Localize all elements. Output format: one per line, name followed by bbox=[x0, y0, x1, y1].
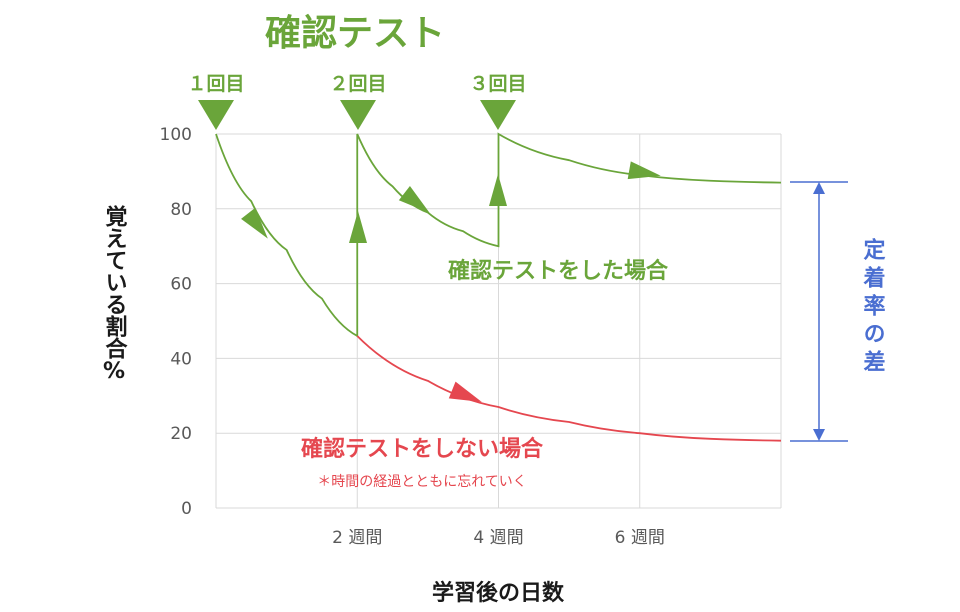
x-tick-label: 2 週間 bbox=[332, 528, 382, 548]
jump-arrow-2-icon bbox=[489, 174, 507, 206]
y-tick-label: 60 bbox=[170, 275, 192, 295]
x-tick-label: 4 週間 bbox=[473, 528, 523, 548]
diff-up-arrow-icon bbox=[813, 182, 825, 194]
test-label-3: ３回目 bbox=[469, 73, 526, 95]
y-axis-label: 覚えている割合% bbox=[102, 204, 128, 384]
x-tick-labels: 2 週間 4 週間 6 週間 bbox=[332, 528, 665, 548]
diff-down-arrow-icon bbox=[813, 429, 825, 441]
jump-arrow-1-icon bbox=[349, 211, 367, 243]
diff-label: 定着率の差 bbox=[860, 237, 887, 378]
chart-title: 確認テスト bbox=[265, 13, 445, 54]
curve-arrow-red-icon bbox=[448, 381, 482, 402]
test-label-2: ２回目 bbox=[329, 73, 386, 95]
y-tick-labels: 0 20 40 60 80 100 bbox=[160, 125, 192, 519]
test-marker-3-icon bbox=[480, 100, 516, 130]
x-axis-label: 学習後の日数 bbox=[432, 580, 565, 606]
y-tick-label: 20 bbox=[170, 424, 192, 444]
series-line-red bbox=[356, 335, 782, 442]
retention-diff-indicator bbox=[790, 181, 848, 442]
y-tick-label: 100 bbox=[160, 125, 192, 145]
test-label-1: １回目 bbox=[187, 73, 244, 95]
test-marker-2-icon bbox=[340, 100, 376, 130]
red-series-note: ＊時間の経過とともに忘れていく bbox=[317, 474, 527, 490]
curve-arrow-3-icon bbox=[627, 161, 661, 180]
test-marker-1-icon bbox=[198, 100, 234, 130]
x-tick-label: 6 週間 bbox=[615, 528, 665, 548]
green-series-label: 確認テストをした場合 bbox=[448, 258, 669, 284]
curve-arrow-1-icon bbox=[241, 207, 268, 239]
red-series-label: 確認テストをしない場合 bbox=[301, 436, 544, 462]
y-tick-label: 80 bbox=[170, 200, 192, 220]
curve-arrow-2-icon bbox=[398, 186, 430, 213]
direction-arrows bbox=[241, 161, 661, 402]
y-tick-label: 40 bbox=[170, 349, 192, 369]
y-tick-label: 0 bbox=[181, 499, 192, 519]
